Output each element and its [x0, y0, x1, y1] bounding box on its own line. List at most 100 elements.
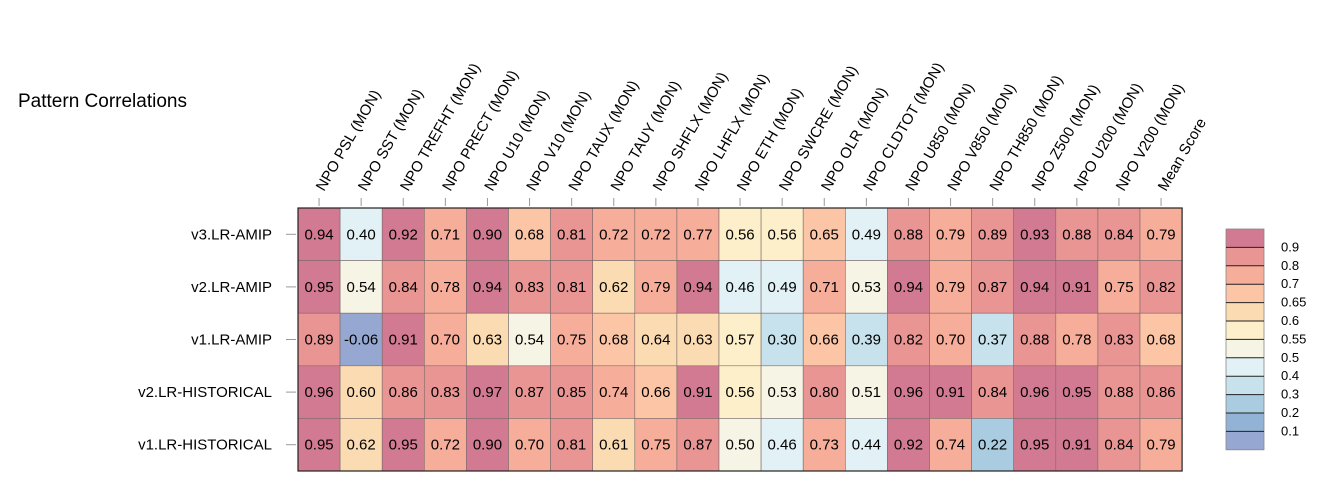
cell-value-label: 0.44	[852, 437, 881, 454]
cell-value-label: 0.40	[347, 226, 376, 243]
column-label: NPO SWCRE (MON)	[776, 63, 862, 194]
heatmap-cell	[508, 260, 551, 314]
cell-value-label: 0.78	[431, 279, 460, 296]
column-labels: NPO PSL (MON)NPO SST (MON)NPO TREFHT (MO…	[313, 60, 1210, 206]
cell-value-label: 0.91	[389, 332, 418, 349]
heatmap-cell	[887, 207, 930, 261]
cell-value-label: 0.87	[515, 384, 544, 401]
cell-value-label: 0.96	[894, 384, 923, 401]
cell-value-label: 0.95	[304, 279, 333, 296]
colorbar-tick-label: 0.8	[1281, 258, 1299, 273]
colorbar-swatch	[1226, 357, 1264, 377]
colorbar-tick-label: 0.2	[1281, 405, 1299, 420]
heatmap-cell	[971, 207, 1014, 261]
cell-value-label: 0.86	[1146, 384, 1175, 401]
cell-value-label: 0.95	[1020, 437, 1049, 454]
column-label: NPO LHFLX (MON)	[692, 71, 773, 194]
colorbar-swatch	[1226, 339, 1264, 358]
cell-value-label: 0.39	[852, 332, 881, 349]
row-label: v2.LR-AMIP	[191, 279, 272, 296]
heatmap-cell	[1013, 418, 1057, 472]
heatmap-cell	[1055, 418, 1099, 472]
heatmap-cell	[1055, 260, 1099, 314]
heatmap-cell	[508, 365, 551, 419]
colorbar: 0.9 0.8 0.7 0.65 0.6 0.55 0.5 0.4 0.3 0.2 0.1	[1225, 228, 1306, 451]
chart-title: Pattern Correlations	[18, 91, 187, 112]
cell-value-label: 0.79	[1146, 226, 1175, 243]
cell-value-label: 0.94	[304, 226, 333, 243]
cell-value-label: -0.06	[344, 332, 378, 349]
colorbar-tick-label: 0.7	[1281, 276, 1299, 291]
cell-value-label: 0.53	[768, 384, 797, 401]
heatmap-cell	[802, 418, 846, 472]
colorbar-tick-label: 0.4	[1281, 368, 1299, 383]
colorbar-swatch	[1226, 321, 1264, 340]
cell-value-label: 0.60	[347, 384, 376, 401]
cell-value-label: 0.84	[978, 384, 1007, 401]
heatmap-cell	[929, 260, 972, 314]
cell-value-label: 0.68	[515, 226, 544, 243]
cell-value-label: 0.46	[725, 279, 754, 296]
cell-value-label: 0.79	[1146, 437, 1175, 454]
heatmap-cell	[381, 365, 425, 419]
cell-value-label: 0.96	[1020, 384, 1049, 401]
cell-value-label: 0.71	[431, 226, 460, 243]
cell-value-label: 0.72	[431, 437, 460, 454]
heatmap-cell	[676, 365, 720, 419]
cell-value-label: 0.81	[557, 226, 586, 243]
heatmap-cell	[423, 312, 467, 367]
cell-value-label: 0.72	[599, 226, 628, 243]
cell-value-label: 0.84	[1104, 226, 1133, 243]
heatmap-cell	[1097, 312, 1141, 367]
heatmap-cell	[634, 312, 678, 367]
cell-value-label: 0.50	[725, 437, 754, 454]
heatmap-cell	[592, 418, 636, 472]
heatmap-cell	[887, 312, 930, 367]
cell-value-label: 0.88	[1020, 332, 1049, 349]
heatmap-cell	[718, 260, 762, 314]
cell-value-label: 0.85	[557, 384, 586, 401]
cell-value-label: 0.54	[515, 332, 544, 349]
heatmap-cell	[297, 260, 341, 314]
cell-value-label: 0.80	[810, 384, 839, 401]
heatmap-cell	[1139, 365, 1183, 419]
cell-value-label: 0.89	[978, 226, 1007, 243]
cell-value-label: 0.75	[1104, 279, 1133, 296]
heatmap-cell	[929, 418, 972, 472]
cell-value-label: 0.66	[810, 332, 839, 349]
heatmap-cell	[802, 312, 846, 367]
heatmap-cell	[1139, 418, 1183, 472]
row-label: v1.LR-AMIP	[191, 332, 272, 349]
heatmap-cell	[971, 260, 1014, 314]
colorbar-swatch	[1226, 394, 1264, 413]
cell-value-label: 0.88	[1104, 384, 1133, 401]
column-label: NPO CLDTOT (MON)	[860, 60, 947, 194]
cell-value-label: 0.81	[557, 437, 586, 454]
cell-value-label: 0.79	[641, 279, 670, 296]
heatmap-cell	[550, 260, 593, 314]
heatmap-cell	[887, 260, 930, 314]
cell-value-label: 0.62	[347, 437, 376, 454]
heatmap-cell	[1055, 207, 1099, 261]
cell-value-label: 0.72	[641, 226, 670, 243]
row-labels: v3.LR-AMIP v2.LR-AMIP v1.LR-AMIP v2.LR-HIST…	[138, 226, 296, 454]
colorbar-swatch	[1226, 376, 1264, 395]
cell-value-label: 0.68	[599, 332, 628, 349]
cell-value-label: 0.83	[431, 384, 460, 401]
cell-value-label: 0.75	[641, 437, 670, 454]
colorbar-swatch	[1226, 229, 1264, 248]
heatmap-cells: 0.94 0.40 0.92 0.71 0.90 0.68 0.81 0.72 0.72 0.77…	[297, 207, 1183, 472]
colorbar-tick-label: 0.1	[1281, 423, 1299, 438]
cell-value-label: 0.49	[852, 226, 881, 243]
heatmap-cell	[971, 418, 1014, 472]
cell-value-label: 0.63	[683, 332, 712, 349]
cell-value-label: 0.82	[1146, 279, 1175, 296]
cell-value-label: 0.22	[978, 437, 1007, 454]
heatmap-cell	[1055, 365, 1099, 419]
cell-value-label: 0.61	[599, 437, 628, 454]
cell-value-label: 0.82	[894, 332, 923, 349]
cell-value-label: 0.79	[936, 226, 965, 243]
colorbar-swatch	[1226, 413, 1264, 432]
heatmap-cell	[423, 260, 467, 314]
